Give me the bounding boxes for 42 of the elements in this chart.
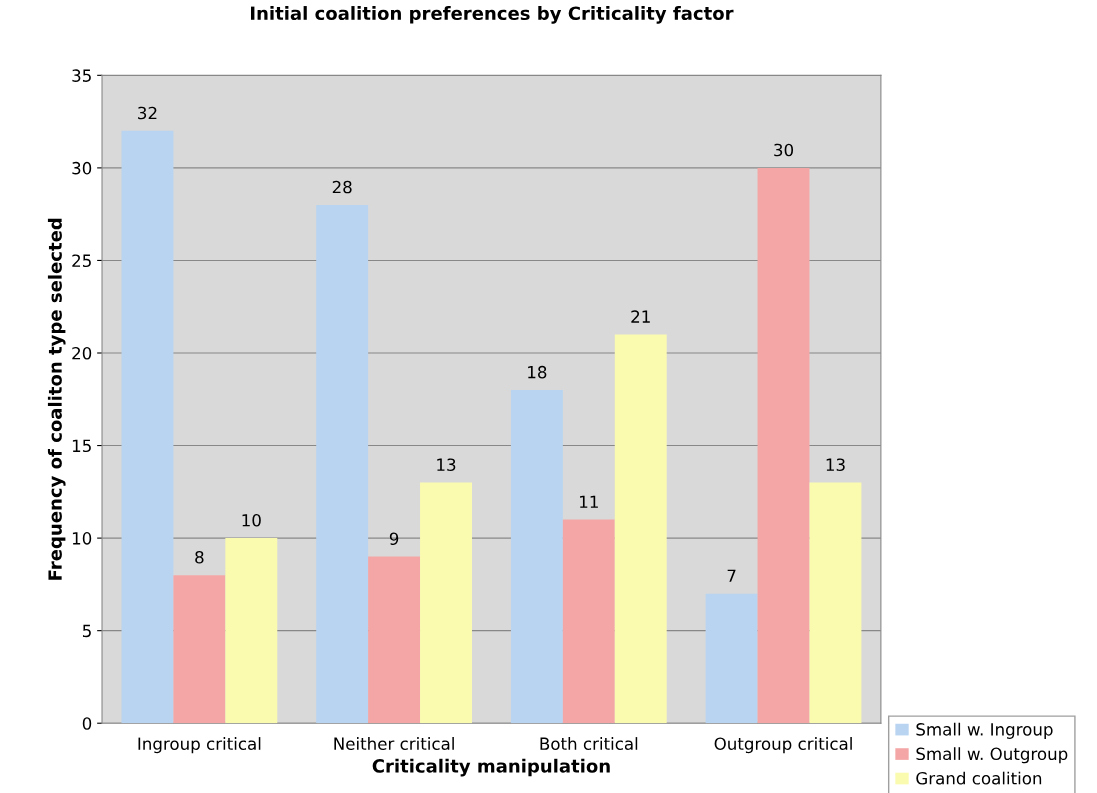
x-axis-title: Criticality manipulation — [372, 758, 610, 777]
data-label: 9 — [389, 532, 399, 546]
bar — [225, 538, 278, 724]
x-tick-label: Ingroup critical — [138, 737, 261, 754]
data-label: 28 — [332, 180, 352, 194]
x-tick-label: Both critical — [540, 737, 638, 751]
data-label: 32 — [138, 106, 157, 120]
bar — [705, 593, 758, 724]
data-label: 21 — [631, 310, 650, 323]
chart-title: Initial coalition preferences by Criticality factor — [251, 6, 734, 24]
x-tick-label: Outgroup critical — [714, 737, 852, 754]
bar — [562, 519, 615, 724]
y-tick-label: 15 — [72, 439, 91, 453]
bar — [121, 130, 174, 724]
y-tick-label: 5 — [82, 624, 91, 638]
legend-label: Grand coalition — [916, 771, 1042, 785]
bar — [510, 390, 563, 724]
data-label: 18 — [528, 365, 547, 379]
data-label: 30 — [774, 143, 794, 157]
y-tick-label: 10 — [72, 532, 92, 545]
legend-label: Small w. Outgroup — [916, 747, 1068, 764]
bar — [316, 204, 369, 724]
legend-label: Small w. Ingroup — [916, 722, 1053, 739]
data-label: 7 — [727, 569, 736, 582]
y-tick-label: 25 — [72, 254, 91, 268]
bar — [809, 482, 862, 724]
data-label: 10 — [242, 513, 261, 527]
bar — [173, 575, 226, 724]
data-label: 13 — [437, 458, 456, 472]
y-tick-label: 30 — [72, 161, 92, 175]
data-label: 11 — [580, 495, 598, 508]
bar — [757, 167, 810, 724]
x-tick-label: Neither critical — [334, 737, 454, 751]
data-label: 13 — [826, 458, 845, 472]
data-label: 8 — [195, 550, 204, 564]
bar — [614, 334, 667, 724]
bar — [420, 482, 472, 724]
y-tick-label: 35 — [72, 69, 91, 82]
y-axis-title: Frequency of coaliton type selected — [47, 218, 66, 580]
y-tick-label: 0 — [82, 717, 92, 730]
bar — [368, 556, 421, 724]
y-tick-label: 20 — [72, 346, 92, 360]
